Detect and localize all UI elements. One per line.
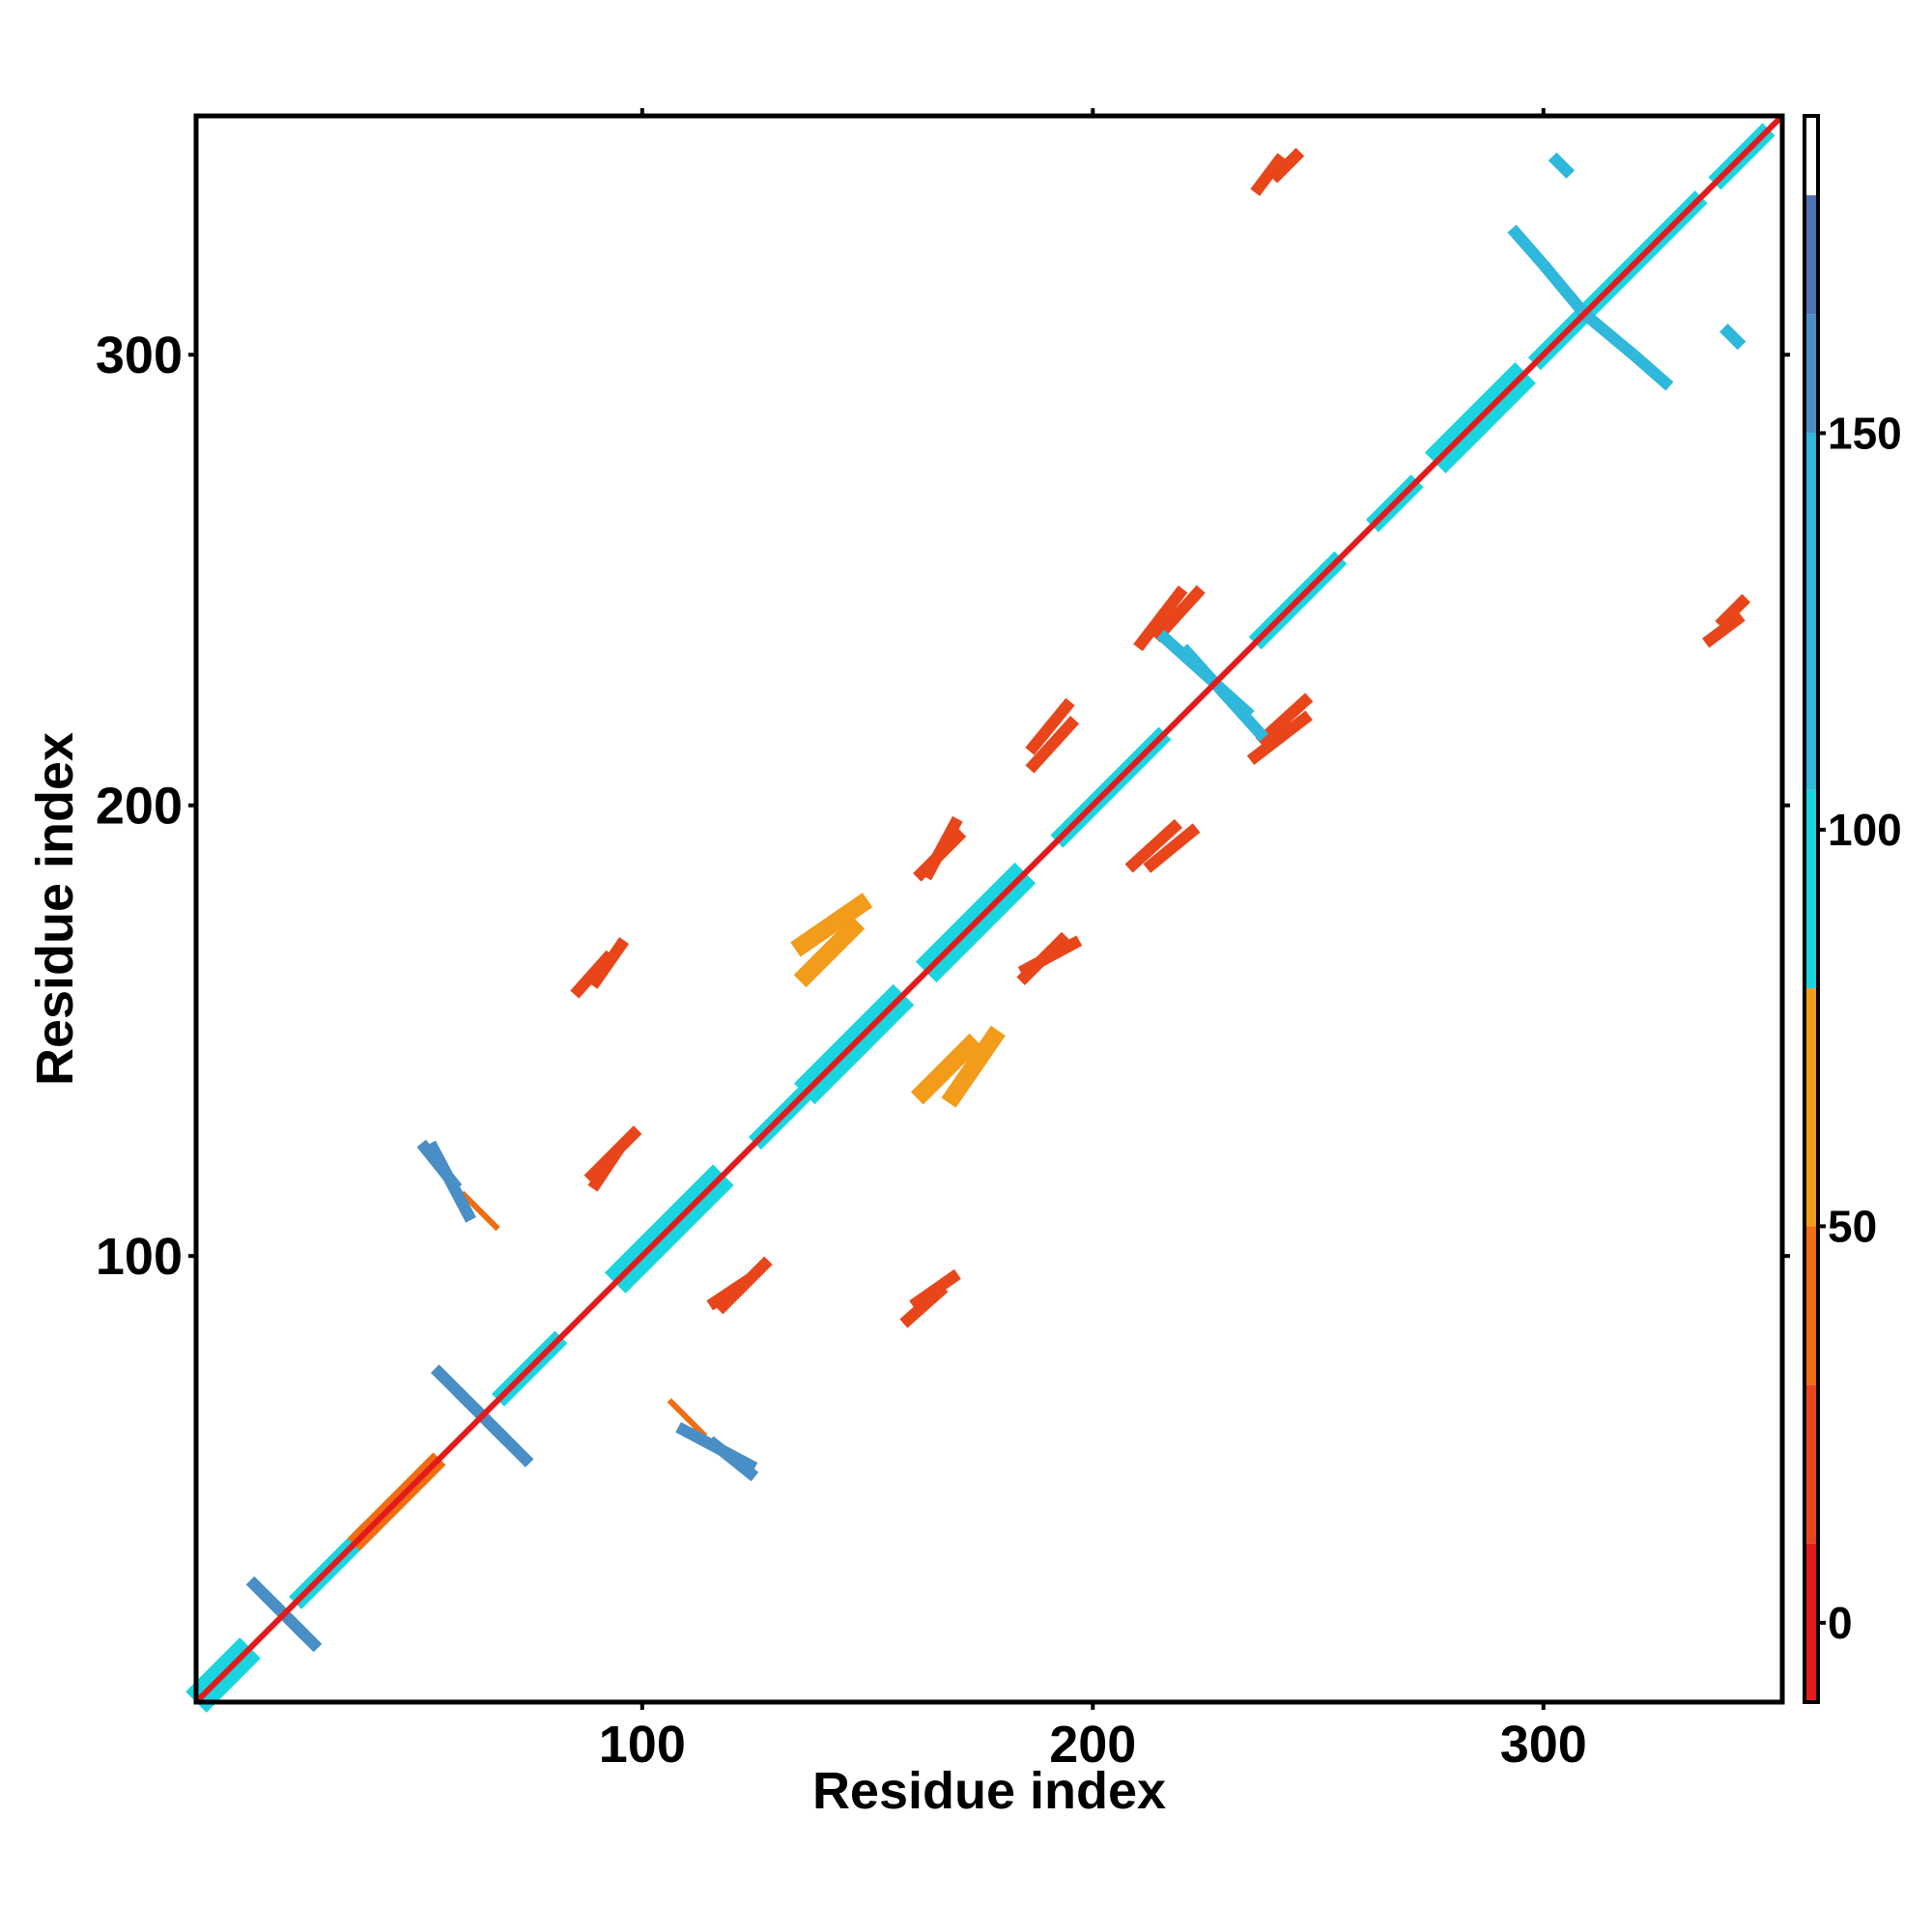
- diagonal-line: [193, 113, 1785, 1705]
- contact-segment-mirror-11: [587, 1144, 625, 1192]
- contact-segment-mirror-15: [941, 1025, 1006, 1108]
- y-tick-label-300: 300: [96, 327, 183, 384]
- y-tick-label-100: 100: [96, 1228, 183, 1286]
- contact-segment-mirror-28: [1715, 593, 1750, 630]
- x-tick-label-100: 100: [599, 1716, 686, 1774]
- contact-segment-35: [1702, 611, 1746, 648]
- heatmap-marks: [185, 113, 1785, 1713]
- contact-segment-24: [1151, 584, 1206, 643]
- y-tick-label-200: 200: [96, 778, 183, 836]
- x-tick-label-200: 200: [1049, 1716, 1136, 1774]
- colorbar-band-8: [1804, 116, 1818, 196]
- colorbar-band-4: [1804, 789, 1818, 989]
- colorbar-band-3: [1804, 988, 1818, 1227]
- contact-segment-mirror-32: [1576, 304, 1637, 359]
- contact-segment-mirror-17: [793, 916, 866, 988]
- colorbar-band-7: [1804, 195, 1818, 315]
- contact-segment-34: [1630, 350, 1674, 391]
- colorbar-band-0: [1804, 1543, 1818, 1702]
- contact-segment-21: [1025, 716, 1080, 774]
- contact-segment-mirror-20: [921, 815, 963, 881]
- contact-segment-mirror-5: [453, 1386, 534, 1468]
- colorbar-band-1: [1804, 1384, 1818, 1544]
- plot-frame: [193, 113, 1785, 1705]
- contact-segment-mirror-6: [667, 1398, 708, 1438]
- contact-segment-mirror-8: [425, 1140, 476, 1223]
- x-tick-label-300: 300: [1500, 1716, 1587, 1774]
- colorbar-frame: [1803, 114, 1820, 1704]
- colorbar-band-5: [1804, 433, 1818, 790]
- contact-segment-20: [1017, 935, 1083, 978]
- contact-segment-mirror-34: [1507, 224, 1548, 269]
- contact-segment-17: [910, 1033, 982, 1105]
- contact-segment-mirror-25: [1156, 629, 1255, 720]
- contact-segment-mirror-16: [587, 937, 630, 989]
- colorbar-band-6: [1804, 314, 1818, 434]
- contact-segment-mirror-21: [1124, 818, 1182, 873]
- contact-segment-mirror-37: [1548, 152, 1576, 179]
- contact-segment-mirror-1: [245, 1576, 309, 1639]
- contact-segment-15: [790, 893, 873, 957]
- contact-segment-16: [909, 1268, 961, 1311]
- colorbar-tick-label-100: 100: [1828, 805, 1902, 855]
- contact-segment-8: [675, 1422, 758, 1473]
- contact-segment-26: [1246, 710, 1313, 765]
- contact-segment-mirror-24: [1255, 693, 1314, 747]
- contact-segment-mirror-26: [1133, 585, 1188, 652]
- contact-segment-37: [1719, 323, 1747, 351]
- contact-segment-mirror-35: [1250, 153, 1288, 196]
- axis-ticks: 100 200 300 100 200 300: [96, 108, 1790, 1774]
- colorbar-tick-label-0: 0: [1828, 1598, 1853, 1648]
- colorbar-tick-label-50: 50: [1828, 1201, 1877, 1251]
- colorbar: 0 50 100 150: [1803, 114, 1902, 1704]
- contact-segment-11: [706, 1273, 754, 1311]
- colorbar-tick-label-150: 150: [1828, 408, 1902, 458]
- colorbar-band-2: [1804, 1226, 1818, 1385]
- x-axis-label: Residue index: [812, 1762, 1166, 1820]
- y-axis-label: Residue index: [26, 732, 84, 1086]
- contact-segment-6: [460, 1190, 500, 1232]
- contact-segment-mirror-23: [1025, 697, 1075, 755]
- contact-segment-28: [1268, 148, 1305, 184]
- contact-segment-23: [1143, 823, 1201, 873]
